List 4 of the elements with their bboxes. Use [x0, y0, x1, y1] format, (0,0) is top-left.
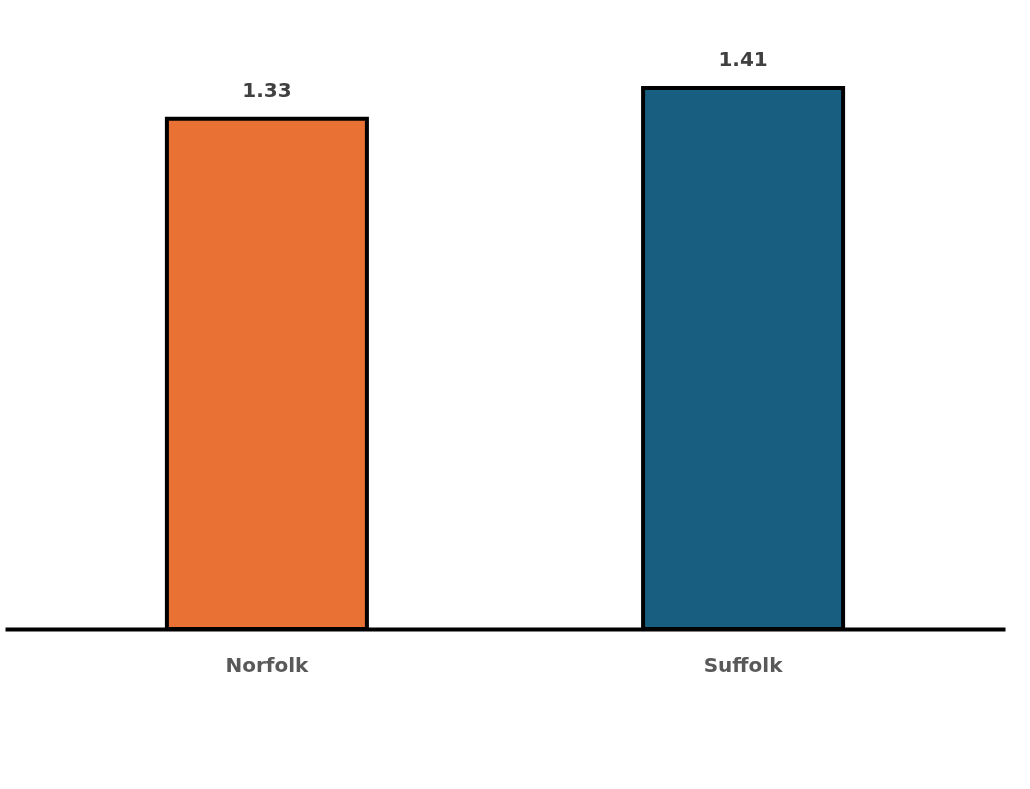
x-tick-label: Norfolk [225, 652, 310, 677]
data-label: 1.33 [242, 77, 292, 102]
x-tick-label: Suffolk [703, 652, 784, 677]
data-label: 1.41 [718, 47, 768, 71]
